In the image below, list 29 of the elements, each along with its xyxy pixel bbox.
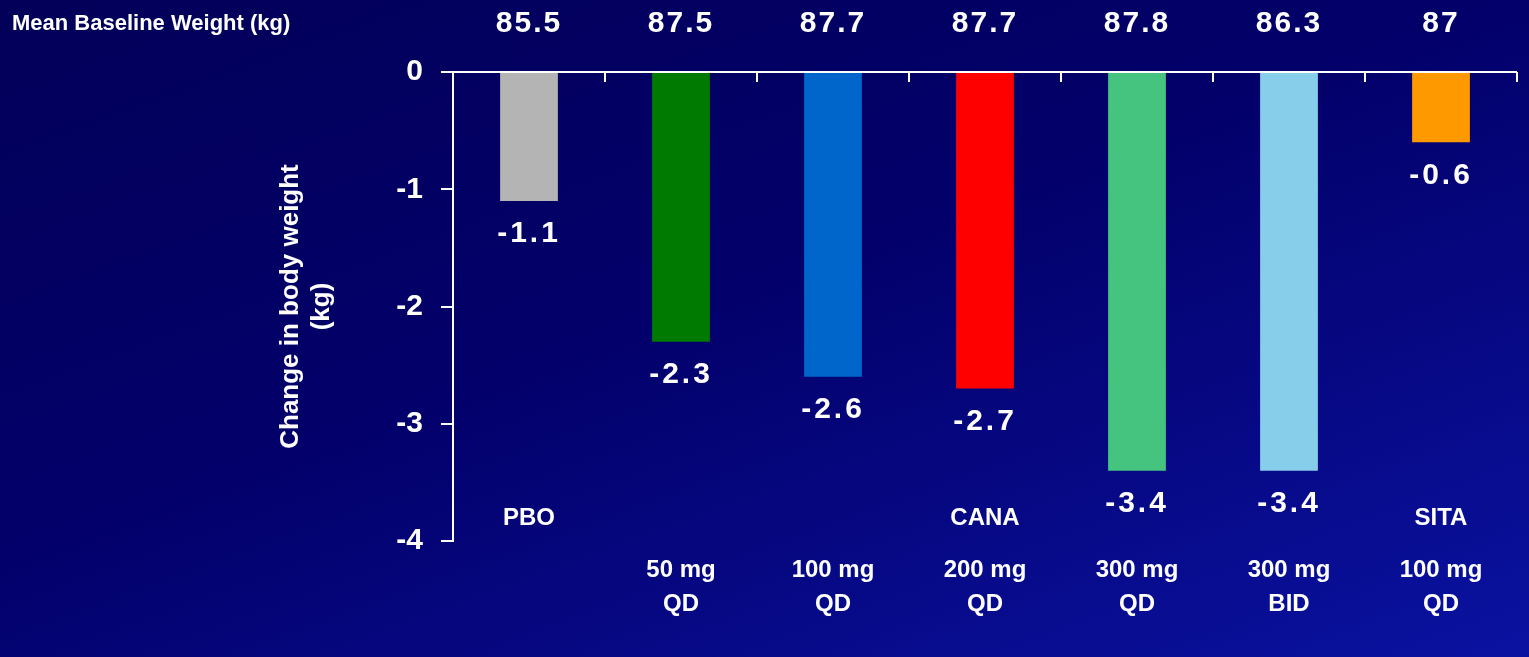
y-tick-label: 0	[406, 53, 423, 87]
text: 85.5	[495, 5, 563, 39]
x-tick-label: 50 mg QD	[646, 554, 716, 616]
text: 87.8	[1103, 5, 1171, 39]
annotation: CANA	[950, 502, 1020, 530]
y-tick-label: -1	[396, 170, 423, 204]
x-tick-label: 200 mg QD	[943, 554, 1027, 616]
data-label: -1.1	[497, 215, 561, 249]
y-axis-title: Change in body weight (kg)	[273, 163, 335, 449]
text: 86.3	[1255, 5, 1323, 39]
text: Mean Baseline Weight (kg)	[12, 10, 291, 36]
x-tick-label: 300 mg QD	[1095, 554, 1179, 616]
text: 87	[1422, 5, 1460, 39]
y-tick-label: -2	[396, 287, 423, 321]
data-label: -2.7	[953, 402, 1017, 436]
data-label: -2.3	[649, 355, 713, 389]
x-tick-label: SITA 100 mg QD	[1399, 502, 1483, 616]
data-label: -3.4	[1257, 484, 1321, 518]
text: 87.7	[951, 5, 1019, 39]
data-label: -2.6	[801, 391, 865, 425]
y-tick-label: -4	[396, 522, 424, 556]
data-label: -3.4	[1105, 484, 1169, 518]
y-tick-label: -3	[396, 405, 423, 439]
text: 87.7	[799, 5, 867, 39]
text: 87.5	[647, 5, 715, 39]
x-tick-label: 100 mg QD	[791, 554, 875, 616]
data-label: -0.6	[1409, 156, 1473, 190]
x-tick-label: 300 mg BID	[1247, 554, 1331, 616]
x-tick-label: PBO	[502, 502, 556, 530]
